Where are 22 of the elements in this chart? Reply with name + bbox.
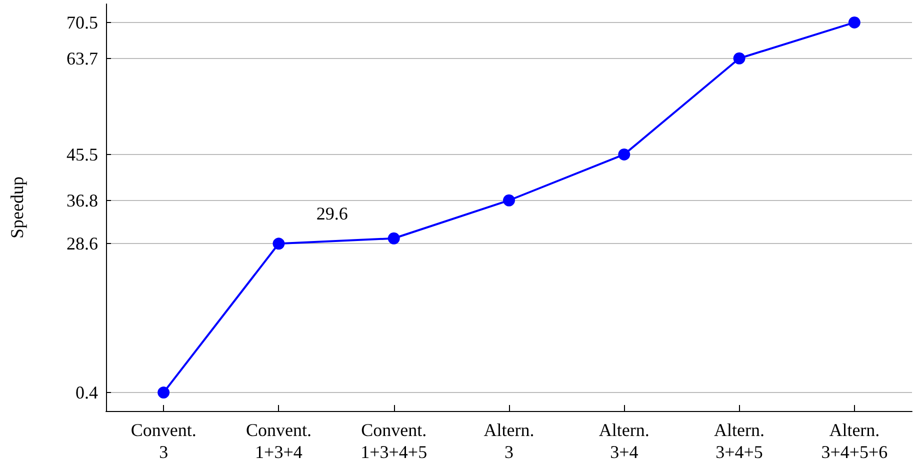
point	[388, 232, 400, 244]
point	[272, 238, 285, 250]
x-tick-label: Convent. 1+3+4+5	[360, 420, 428, 462]
point	[848, 16, 860, 28]
x-tick-label: Altern. 3	[484, 420, 534, 462]
x-tick-label: Convent. 1+3+4	[246, 420, 312, 462]
point	[733, 52, 746, 64]
y-tick-label: 45.5	[66, 144, 98, 164]
x-tick-label: Altern. 3+4+5	[714, 420, 765, 462]
y-tick-label: 36.8	[66, 190, 98, 210]
y-axis-title: Speedup	[7, 176, 27, 238]
x-tick-label: Convent. 3	[130, 420, 196, 462]
point	[618, 148, 630, 160]
y-tick-label: 0.4	[76, 382, 98, 403]
x-tick-label: Altern. 3+4	[598, 420, 650, 462]
y-tick-label: 63.7	[66, 48, 98, 68]
x-tick-label: Altern. 3+4+5+6	[821, 420, 888, 462]
y-tick-label: 28.6	[66, 234, 98, 254]
point	[503, 194, 515, 206]
point	[158, 386, 170, 399]
annotation: 29.6	[316, 203, 348, 224]
y-tick-label: 70.5	[66, 12, 98, 32]
